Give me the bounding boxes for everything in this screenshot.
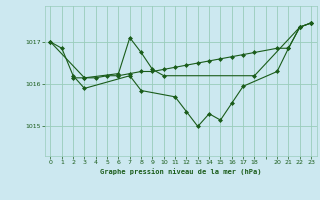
X-axis label: Graphe pression niveau de la mer (hPa): Graphe pression niveau de la mer (hPa)	[100, 168, 261, 175]
